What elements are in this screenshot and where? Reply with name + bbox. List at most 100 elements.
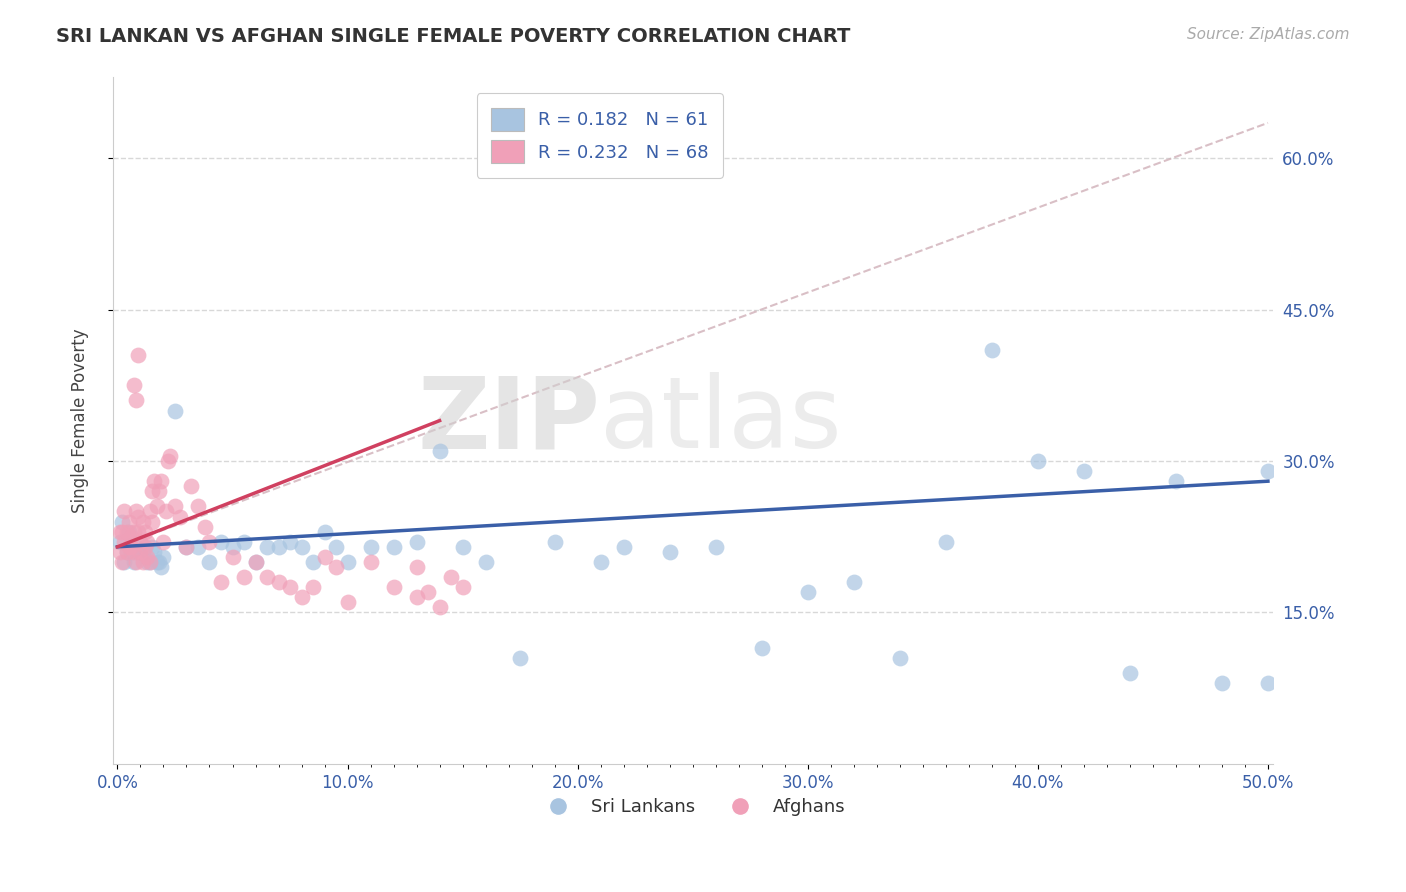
Point	[194, 519, 217, 533]
Point	[302, 555, 325, 569]
Point	[152, 534, 174, 549]
Point	[1119, 665, 1142, 680]
Point	[278, 534, 301, 549]
Point	[163, 500, 186, 514]
Point	[125, 555, 148, 569]
Point	[134, 524, 156, 539]
Point	[842, 575, 865, 590]
Point	[176, 540, 198, 554]
Point	[382, 540, 405, 554]
Legend: Sri Lankans, Afghans: Sri Lankans, Afghans	[533, 791, 852, 823]
Point	[613, 540, 636, 554]
Point	[382, 580, 405, 594]
Point	[314, 549, 336, 564]
Point	[125, 540, 148, 554]
Point	[1073, 464, 1095, 478]
Point	[180, 479, 202, 493]
Point	[1164, 474, 1187, 488]
Point	[155, 504, 177, 518]
Point	[132, 545, 155, 559]
Point	[405, 534, 427, 549]
Text: SRI LANKAN VS AFGHAN SINGLE FEMALE POVERTY CORRELATION CHART: SRI LANKAN VS AFGHAN SINGLE FEMALE POVER…	[56, 27, 851, 45]
Point	[209, 575, 232, 590]
Point	[336, 555, 359, 569]
Point	[138, 555, 160, 569]
Point	[150, 560, 173, 574]
Point	[325, 540, 347, 554]
Point	[416, 585, 439, 599]
Point	[221, 549, 243, 564]
Point	[111, 524, 134, 539]
Point	[658, 545, 681, 559]
Point	[138, 504, 160, 518]
Point	[233, 570, 256, 584]
Point	[221, 540, 243, 554]
Point	[187, 500, 209, 514]
Point	[136, 549, 159, 564]
Point	[108, 545, 131, 559]
Point	[141, 484, 163, 499]
Point	[360, 540, 382, 554]
Point	[141, 515, 163, 529]
Text: atlas: atlas	[600, 372, 842, 469]
Point	[509, 650, 531, 665]
Point	[120, 545, 142, 559]
Point	[267, 575, 290, 590]
Point	[245, 555, 267, 569]
Point	[980, 343, 1002, 357]
Point	[112, 555, 135, 569]
Point	[256, 570, 278, 584]
Point	[143, 474, 166, 488]
Point	[134, 540, 156, 554]
Point	[125, 393, 148, 408]
Point	[314, 524, 336, 539]
Point	[198, 534, 221, 549]
Point	[405, 591, 427, 605]
Point	[302, 580, 325, 594]
Point	[132, 515, 155, 529]
Point	[143, 545, 166, 559]
Point	[122, 524, 145, 539]
Point	[176, 540, 198, 554]
Point	[136, 555, 159, 569]
Point	[440, 570, 463, 584]
Point	[132, 555, 155, 569]
Point	[451, 540, 474, 554]
Point	[125, 504, 148, 518]
Point	[115, 545, 138, 559]
Point	[127, 348, 149, 362]
Point	[290, 591, 312, 605]
Point	[111, 555, 134, 569]
Point	[1257, 676, 1279, 690]
Point	[589, 555, 612, 569]
Point	[122, 555, 145, 569]
Point	[145, 555, 167, 569]
Point	[360, 555, 382, 569]
Point	[169, 509, 191, 524]
Point	[1257, 464, 1279, 478]
Point	[796, 585, 818, 599]
Y-axis label: Single Female Poverty: Single Female Poverty	[72, 328, 89, 513]
Point	[108, 534, 131, 549]
Point	[120, 530, 142, 544]
Point	[120, 540, 142, 554]
Point	[245, 555, 267, 569]
Point	[278, 580, 301, 594]
Text: ZIP: ZIP	[418, 372, 600, 469]
Point	[267, 540, 290, 554]
Point	[122, 545, 145, 559]
Point	[198, 555, 221, 569]
Point	[152, 549, 174, 564]
Point	[129, 545, 152, 559]
Point	[429, 600, 451, 615]
Point	[405, 560, 427, 574]
Point	[115, 524, 138, 539]
Point	[451, 580, 474, 594]
Point	[145, 500, 167, 514]
Point	[122, 378, 145, 392]
Point	[935, 534, 957, 549]
Point	[136, 534, 159, 549]
Point	[1211, 676, 1233, 690]
Point	[209, 534, 232, 549]
Point	[148, 484, 170, 499]
